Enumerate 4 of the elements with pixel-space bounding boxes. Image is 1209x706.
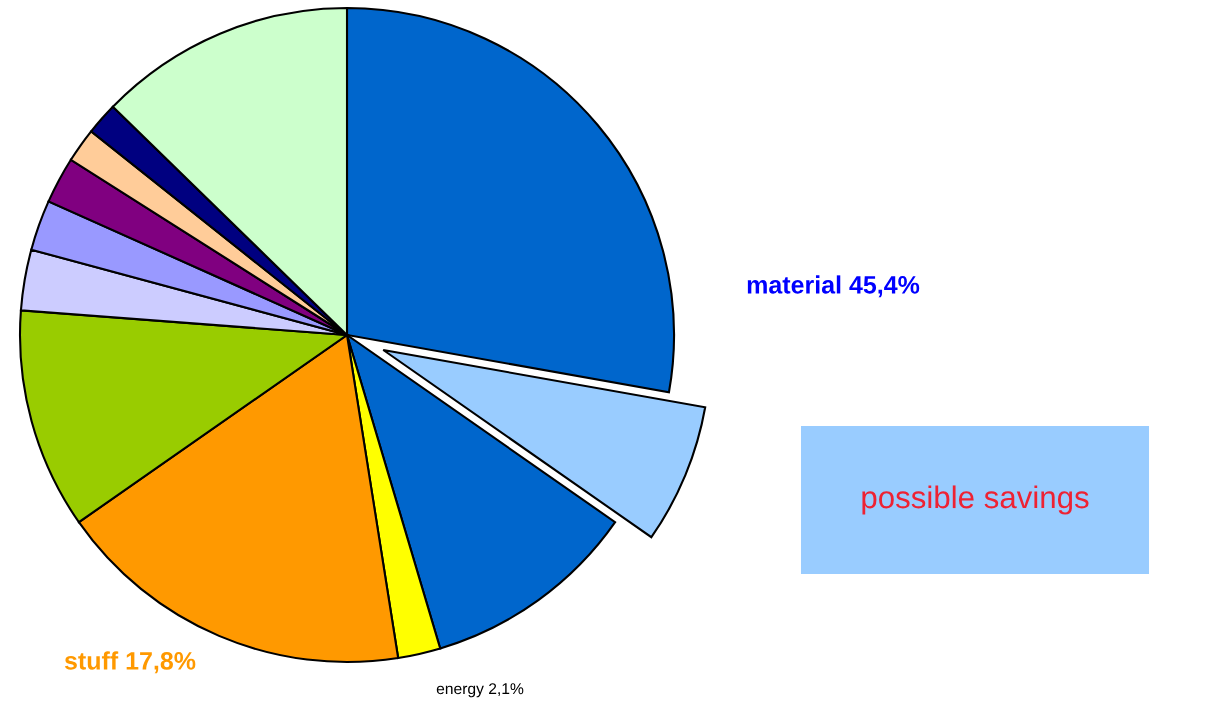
text: possible savings bbox=[862, 485, 1089, 515]
slice-label: stuff 17,8% bbox=[64, 651, 196, 674]
slice-label: energy 2,1% bbox=[436, 683, 524, 698]
slice-label: material 45,4% bbox=[747, 275, 920, 298]
